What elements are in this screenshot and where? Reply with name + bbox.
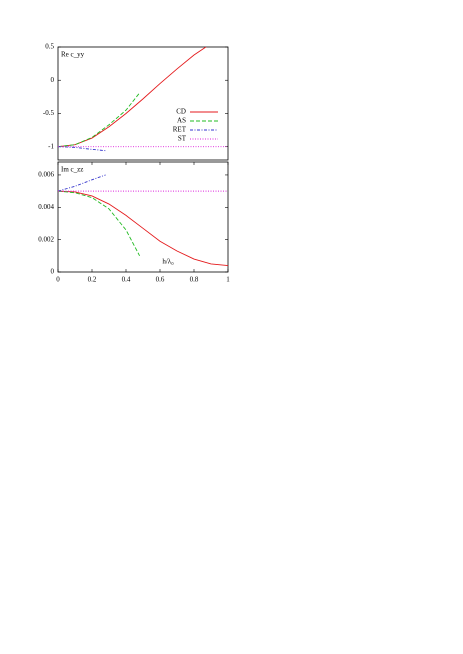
legend-label: AS [177, 117, 186, 125]
legend-label: RET [173, 126, 187, 134]
panel-label: Re c_yy [61, 51, 85, 59]
panel-label: Im c_zz [61, 166, 83, 174]
y-tick-label: -1 [48, 142, 54, 150]
data-line [58, 146, 106, 152]
x-tick-label: 0.4 [122, 276, 131, 284]
plot-frame [57, 161, 229, 273]
legend-label: CD [176, 108, 186, 116]
x-axis-label: h/λ₀ [162, 258, 174, 266]
y-tick-label: 0.5 [45, 43, 54, 51]
x-tick-label: 0.2 [88, 276, 97, 284]
legend-label: ST [178, 135, 187, 143]
x-tick-label: 0.6 [156, 276, 165, 284]
data-line [58, 47, 207, 148]
x-tick-label: 0 [56, 276, 60, 284]
y-tick-label: 0.006 [38, 171, 54, 179]
data-line [58, 190, 228, 266]
data-line [58, 190, 140, 257]
x-tick-label: 0.8 [190, 276, 199, 284]
data-line [58, 174, 106, 192]
plot-frame [57, 46, 229, 161]
y-tick-label: -0.5 [43, 109, 55, 117]
y-tick-label: 0 [51, 76, 55, 84]
y-tick-label: 0.004 [38, 203, 54, 211]
x-tick-label: 1 [226, 276, 230, 284]
y-tick-label: 0.002 [38, 235, 54, 243]
data-line [58, 92, 140, 148]
y-tick-label: 0 [51, 268, 55, 276]
